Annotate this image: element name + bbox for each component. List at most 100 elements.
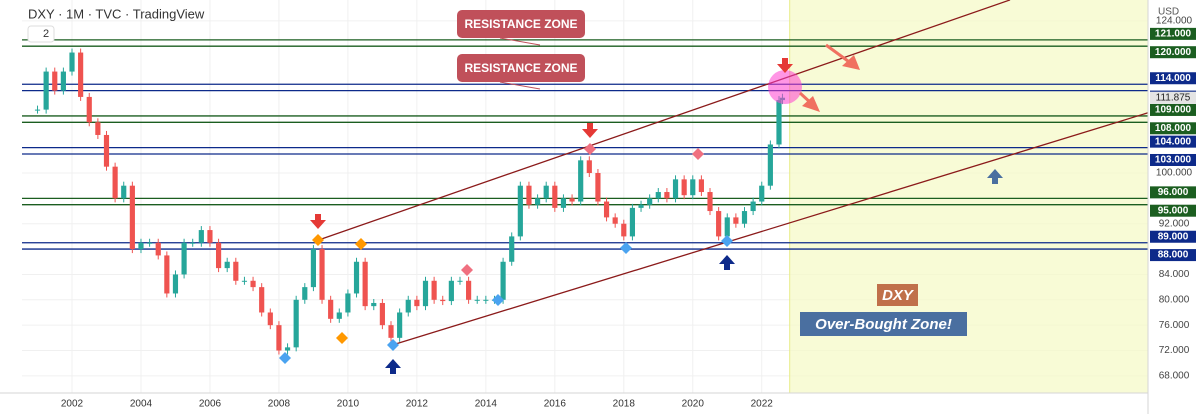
candle (690, 179, 696, 196)
candle (422, 280, 429, 307)
x-tick-label: 2008 (268, 399, 291, 410)
candle (181, 242, 187, 275)
arrow-down (777, 58, 793, 73)
candle (543, 185, 549, 199)
annotation: RESISTANCE ZONE (464, 17, 577, 31)
candle (379, 302, 385, 326)
candle (526, 185, 532, 205)
candle (78, 52, 84, 97)
level-label-box (1150, 230, 1196, 243)
x-tick-label: 2016 (544, 399, 567, 410)
diamond (355, 238, 367, 250)
highlight (768, 70, 802, 104)
diamond (692, 148, 704, 160)
level-label-box (1150, 249, 1196, 262)
level-label: 96.000 (1158, 187, 1189, 198)
diamond (312, 234, 324, 246)
annotation: RESISTANCE ZONE (464, 61, 577, 75)
annotation: Over-Bought Zone! (815, 316, 952, 333)
x-tick-label: 2006 (199, 399, 222, 410)
candle (241, 280, 248, 282)
x-tick-label: 2002 (61, 399, 84, 410)
y-tick-label: 68.000 (1159, 371, 1190, 382)
candle (509, 236, 515, 262)
level-label-box (1150, 46, 1196, 59)
level-label: 95.000 (1158, 205, 1189, 216)
candle (198, 230, 204, 243)
candle (259, 287, 265, 313)
level-label-box (1150, 186, 1196, 199)
level-label-box (1150, 27, 1196, 40)
candle (767, 144, 773, 186)
candle (724, 217, 730, 237)
arrow-down (310, 214, 326, 229)
candle (457, 280, 463, 282)
candle (250, 280, 256, 288)
candle (552, 185, 558, 208)
diamond (620, 242, 632, 254)
candle (655, 192, 661, 199)
candle (569, 198, 575, 202)
candle (578, 160, 584, 202)
candle (371, 302, 377, 307)
arrow-up (719, 255, 735, 270)
x-tick-label: 2012 (406, 399, 429, 410)
candle (560, 198, 567, 208)
annotation-box (457, 54, 585, 82)
candle (207, 230, 213, 243)
level-label: 114.000 (1155, 73, 1191, 84)
candle (172, 274, 179, 294)
x-tick-label: 2022 (751, 399, 774, 410)
candle (121, 185, 127, 199)
annotation-box (800, 312, 967, 336)
indicator-count[interactable]: 2 (43, 28, 49, 40)
candle (466, 280, 472, 300)
last-price-box (1150, 91, 1196, 104)
trendline (392, 112, 1149, 346)
candle (302, 287, 308, 300)
y-tick-label: 92.000 (1159, 218, 1190, 229)
candle (681, 179, 687, 196)
candle (155, 242, 161, 256)
annotation-box (457, 10, 585, 38)
indicator-toggle[interactable] (27, 25, 55, 43)
y-tick-label: 124.000 (1156, 15, 1193, 26)
arrow-up (987, 169, 1003, 184)
candle (233, 261, 239, 281)
candle (707, 192, 713, 212)
candle (345, 293, 351, 313)
diamond (279, 352, 291, 364)
diamond (721, 235, 733, 247)
candle (638, 204, 644, 208)
candle (112, 166, 118, 199)
y-tick-label: 100.000 (1156, 168, 1193, 179)
candle (397, 312, 403, 338)
y-tick-label: 76.000 (1159, 320, 1190, 331)
level-label-box (1150, 122, 1196, 135)
candle (267, 312, 273, 326)
candle (147, 242, 153, 244)
x-tick-label: 2018 (613, 399, 636, 410)
pointer-head (842, 55, 860, 70)
currency: USD (1158, 7, 1179, 18)
candle (664, 192, 670, 199)
y-tick-label: 80.000 (1159, 294, 1190, 305)
level-label-box (1150, 72, 1196, 85)
level-label: 88.000 (1158, 250, 1189, 261)
candle (336, 312, 342, 319)
x-tick-label: 2014 (475, 399, 498, 410)
candle (103, 134, 110, 167)
candle (95, 122, 101, 135)
x-tick-label: 2004 (130, 399, 153, 410)
candle (405, 299, 411, 313)
level-label: 109.000 (1155, 105, 1192, 116)
candle (621, 223, 627, 237)
markers: RESISTANCE ZONE RESISTANCE ZONE DXY Over-Bo… (279, 10, 1003, 374)
candle (431, 280, 437, 300)
candle (319, 249, 325, 300)
level-label-box (1150, 153, 1196, 166)
candle (388, 325, 394, 338)
candle (164, 255, 170, 294)
pointer-head (802, 96, 820, 112)
